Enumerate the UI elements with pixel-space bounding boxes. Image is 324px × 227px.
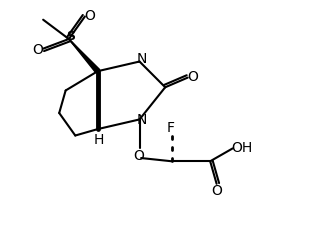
Text: O: O	[187, 70, 198, 84]
Text: N: N	[137, 52, 147, 66]
Text: O: O	[32, 42, 43, 56]
Text: O: O	[211, 183, 222, 197]
Text: S: S	[66, 30, 75, 43]
Text: O: O	[133, 148, 144, 162]
Text: F: F	[167, 121, 175, 135]
Text: OH: OH	[231, 140, 252, 154]
Text: O: O	[84, 9, 95, 23]
Text: H: H	[93, 132, 104, 146]
Polygon shape	[69, 40, 100, 74]
Text: N: N	[137, 113, 147, 127]
